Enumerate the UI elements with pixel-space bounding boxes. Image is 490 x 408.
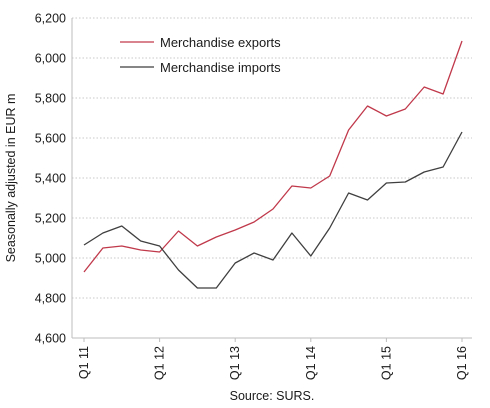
series	[83, 40, 463, 289]
x-tick-label: Q1 16	[455, 346, 469, 380]
legend-label-imports: Merchandise imports	[160, 60, 281, 75]
y-tick-label: 5,400	[35, 172, 66, 186]
legend: Merchandise exports Merchandise imports	[120, 35, 281, 75]
x-tick-label: Q1 14	[304, 346, 318, 380]
y-tick-label: 4,800	[35, 292, 66, 306]
x-tick-label: Q1 11	[77, 346, 91, 379]
y-tick-label: 6,200	[35, 12, 66, 26]
y-tick-label: 5,200	[35, 212, 66, 226]
legend-label-exports: Merchandise exports	[160, 35, 281, 50]
x-tick-label: Q1 12	[153, 346, 167, 380]
y-axis-title: Seasonally adjusted in EUR m	[4, 94, 18, 263]
series-line-imports	[83, 131, 463, 289]
y-tick-label: 6,000	[35, 52, 66, 66]
gridlines	[72, 17, 472, 299]
y-tick-label: 5,000	[35, 252, 66, 266]
y-tick-label: 4,600	[35, 332, 66, 346]
x-tick-label: Q1 13	[228, 346, 242, 380]
x-tick-label: Q1 15	[379, 346, 393, 380]
axes: 4,600 4,800 5,000 5,200 5,400 5,600 5,800 6,000…	[35, 12, 472, 380]
y-tick-label: 5,600	[35, 132, 66, 146]
series-line-exports	[83, 40, 463, 273]
y-tick-label: 5,800	[35, 92, 66, 106]
source-note: Source: SURS.	[230, 389, 315, 403]
